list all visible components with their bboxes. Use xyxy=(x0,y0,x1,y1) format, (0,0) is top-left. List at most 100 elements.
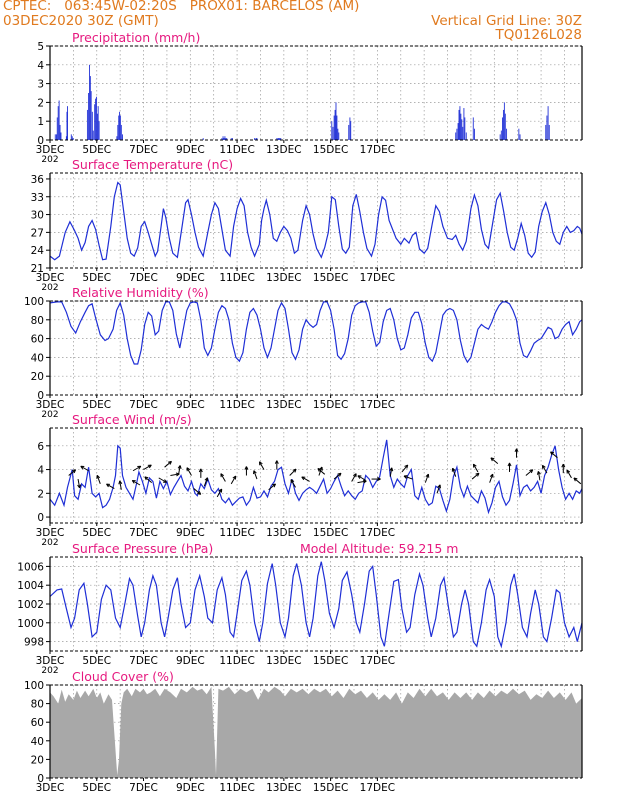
precip-bar xyxy=(231,138,233,140)
wind-xtick-label: 7DEC xyxy=(129,527,158,539)
wind-vector xyxy=(351,473,357,482)
precip-bar xyxy=(58,100,60,140)
precip-xtick-label: 13DEC xyxy=(266,144,301,156)
rh-xtick-label: 13DEC xyxy=(266,399,301,411)
precip-bar xyxy=(464,117,466,140)
precip-bar xyxy=(120,124,122,140)
wind-vector xyxy=(389,467,394,477)
precip-bar xyxy=(222,136,224,140)
precip-bar xyxy=(88,93,90,140)
pres-xtick-label: 7DEC xyxy=(129,655,158,667)
cloud-xtick-label: 15DEC xyxy=(313,782,348,794)
precip-bar xyxy=(95,98,97,140)
precip-bar xyxy=(226,138,228,140)
precip-bar xyxy=(223,138,225,140)
precip-bar xyxy=(333,115,335,140)
cloud-area xyxy=(50,686,582,778)
precip-bar xyxy=(225,138,227,140)
cloud-ytick-label: 80 xyxy=(31,699,44,711)
wind-vector xyxy=(131,480,141,486)
wind-vector xyxy=(451,467,457,477)
wind-vector xyxy=(403,475,413,480)
pres-ytick-label: 1000 xyxy=(17,618,44,630)
wind-vector xyxy=(566,469,572,479)
cloud-xtick-label: 5DEC xyxy=(82,782,111,794)
rh-title: Relative Humidity (%) xyxy=(72,285,209,300)
pres-title-right: Model Altitude: 59.215 m xyxy=(300,541,458,556)
precip-bar xyxy=(348,124,350,140)
wind-vector xyxy=(471,472,480,480)
precip-bar xyxy=(460,113,462,140)
precip-bar xyxy=(90,91,92,140)
wind-vector xyxy=(290,479,296,488)
wind-vector xyxy=(301,476,310,482)
temp-ytick-label: 30 xyxy=(31,210,44,222)
cloud-xtick-label: 13DEC xyxy=(266,782,301,794)
wind-vector xyxy=(253,470,258,480)
wind-vector xyxy=(274,460,279,470)
wind-vector xyxy=(77,478,82,489)
cloud-xtick-label: 11DEC xyxy=(219,782,254,794)
wind-vector xyxy=(333,472,342,480)
temp-xtick-label: 11DEC xyxy=(219,272,254,284)
precip-ytick-label: 5 xyxy=(37,41,44,53)
wind-vector xyxy=(424,473,430,483)
cloud-xtick-label: 3DEC xyxy=(36,782,65,794)
precip-bar xyxy=(503,102,505,140)
precip-bar xyxy=(57,106,59,140)
precip-bar xyxy=(337,128,339,140)
wind-vector xyxy=(193,488,202,495)
precip-bar xyxy=(96,113,98,140)
precip-bar xyxy=(350,121,352,140)
precip-bar xyxy=(278,138,280,140)
wind-vector xyxy=(170,472,180,477)
precip-bar xyxy=(519,134,521,140)
temp-xtick-label: 9DEC xyxy=(176,272,205,284)
wind-vector xyxy=(203,477,209,487)
wind-vector xyxy=(258,461,265,470)
precip-ytick-label: 2 xyxy=(37,97,44,109)
wind-xtick-label: 17DEC xyxy=(360,527,395,539)
precip-bar xyxy=(335,102,337,140)
wind-ytick-label: 4 xyxy=(37,465,44,477)
precip-bar xyxy=(54,134,56,140)
precip-bar xyxy=(55,134,57,140)
precip-bar xyxy=(334,109,336,140)
rh-year-label: 202 xyxy=(41,410,58,420)
precip-bar xyxy=(255,138,257,140)
temp-ytick-label: 24 xyxy=(31,245,45,257)
wind-title: Surface Wind (m/s) xyxy=(72,412,192,427)
pres-xtick-label: 11DEC xyxy=(219,655,254,667)
precip-bar xyxy=(336,115,338,140)
precip-bar xyxy=(224,136,226,140)
wind-xtick-label: 3DEC xyxy=(36,527,65,539)
temp-xtick-label: 7DEC xyxy=(129,272,158,284)
wind-xtick-label: 11DEC xyxy=(219,527,254,539)
precip-bar xyxy=(504,113,506,140)
wind-vector xyxy=(507,462,512,472)
wind-ytick-label: 2 xyxy=(37,488,44,500)
header-line-1: CPTEC: 063:45W-02:20S PROX01: BARCELOS (… xyxy=(3,0,360,14)
wind-vector xyxy=(106,483,115,489)
precip-xtick-label: 9DEC xyxy=(176,144,205,156)
precip-xtick-label: 15DEC xyxy=(313,144,348,156)
wind-vector xyxy=(80,465,89,472)
precip-bar xyxy=(548,124,550,140)
precip-bar xyxy=(119,111,121,140)
precip-bar xyxy=(518,128,520,140)
precip-bar xyxy=(349,117,351,140)
wind-vector xyxy=(96,474,101,484)
pres-xtick-label: 5DEC xyxy=(82,655,111,667)
precip-bar xyxy=(455,132,457,140)
precip-bar xyxy=(118,115,120,140)
wind-xtick-label: 13DEC xyxy=(266,527,301,539)
wind-vector xyxy=(357,479,367,484)
pres-ytick-label: 1006 xyxy=(17,561,44,573)
temp-line xyxy=(49,181,583,261)
precip-bar xyxy=(473,128,475,140)
wind-xtick-label: 9DEC xyxy=(176,527,205,539)
wind-vector xyxy=(220,473,226,482)
precip-bar xyxy=(462,126,464,140)
precip-bar xyxy=(119,115,121,140)
